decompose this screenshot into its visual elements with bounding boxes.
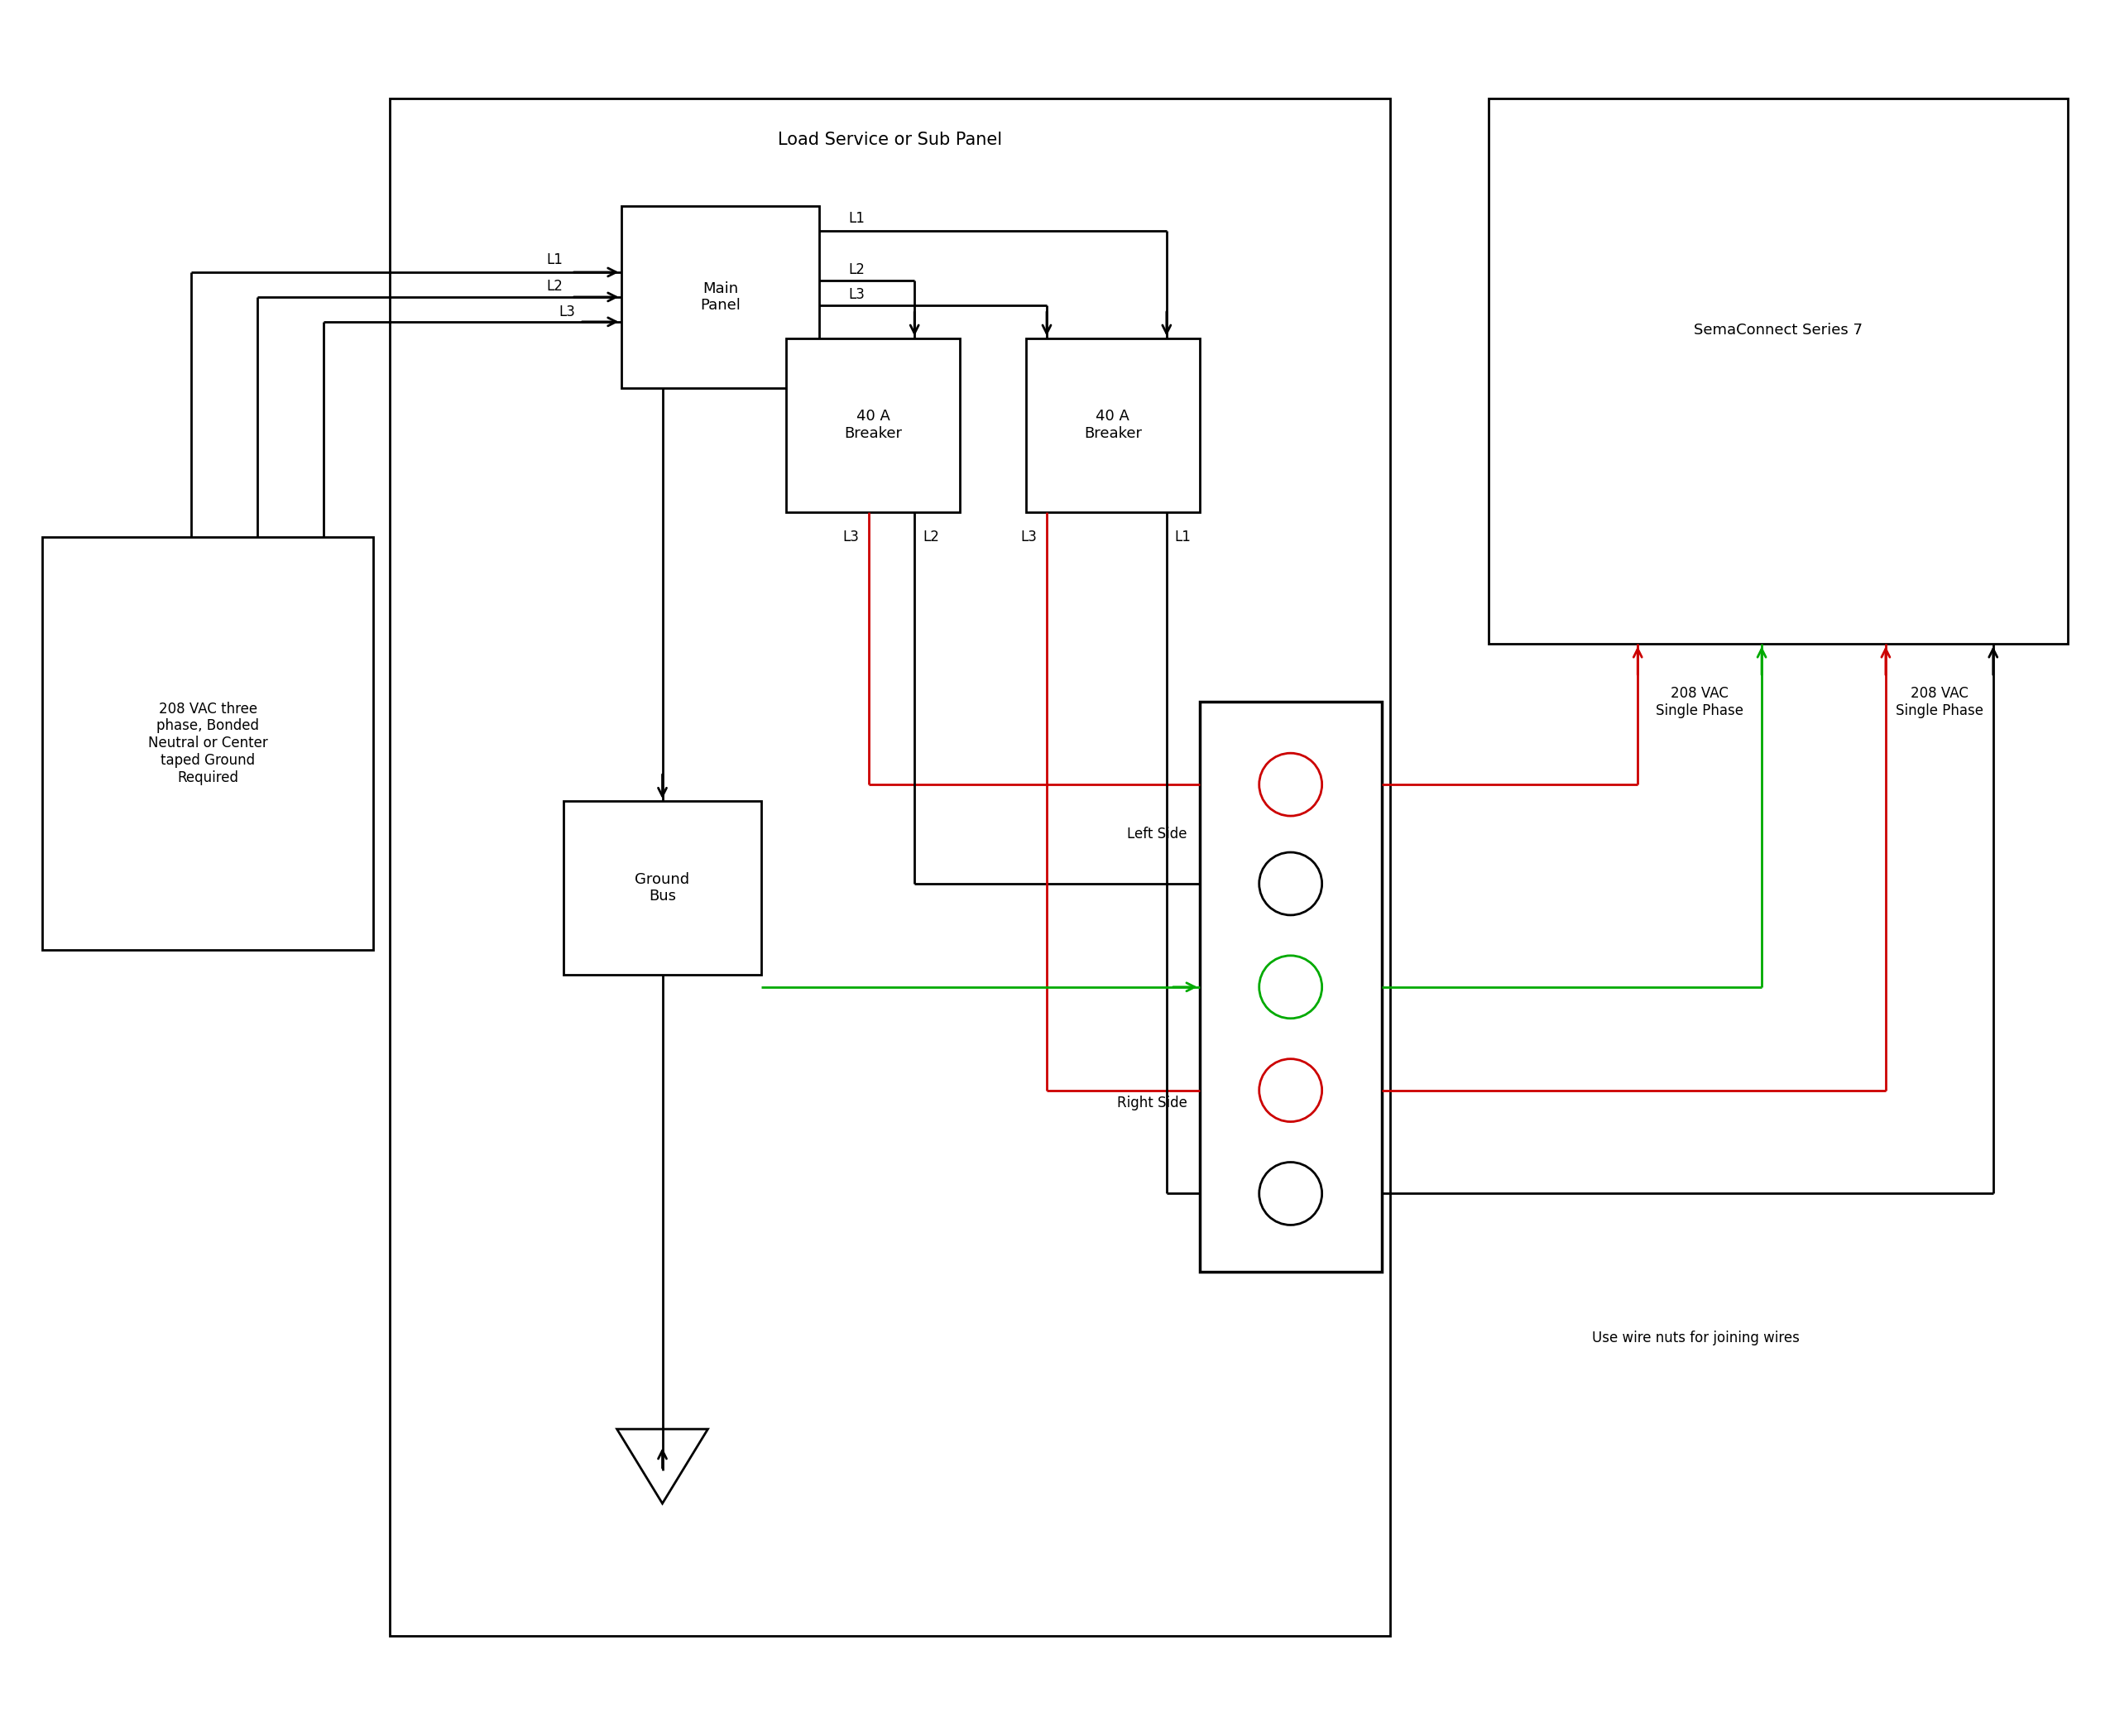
Bar	[1490, 99, 2068, 644]
Bar	[1025, 339, 1201, 512]
Text: 208 VAC
Single Phase: 208 VAC Single Phase	[1656, 686, 1743, 719]
Circle shape	[1260, 852, 1323, 915]
Text: L2: L2	[922, 529, 939, 543]
Text: Use wire nuts for joining wires: Use wire nuts for joining wires	[1591, 1332, 1800, 1345]
Text: SemaConnect Series 7: SemaConnect Series 7	[1694, 323, 1863, 337]
Text: Right Side: Right Side	[1116, 1095, 1188, 1109]
Circle shape	[1260, 753, 1323, 816]
Circle shape	[1260, 1059, 1323, 1121]
Text: L3: L3	[842, 529, 859, 543]
Circle shape	[1260, 955, 1323, 1019]
Text: L3: L3	[1021, 529, 1036, 543]
Text: 40 A
Breaker: 40 A Breaker	[844, 410, 903, 441]
Text: L3: L3	[848, 286, 865, 302]
Circle shape	[1260, 1161, 1323, 1226]
Text: L1: L1	[1175, 529, 1192, 543]
Text: 40 A
Breaker: 40 A Breaker	[1085, 410, 1142, 441]
Bar	[42, 536, 373, 950]
Text: L1: L1	[848, 212, 865, 226]
Bar	[390, 99, 1390, 1635]
Text: L2: L2	[848, 262, 865, 278]
Bar	[787, 339, 960, 512]
Text: Left Side: Left Side	[1127, 826, 1188, 842]
Text: 208 VAC
Single Phase: 208 VAC Single Phase	[1895, 686, 1983, 719]
Text: L2: L2	[546, 279, 563, 293]
Text: L3: L3	[559, 304, 576, 319]
Text: Main
Panel: Main Panel	[701, 281, 741, 312]
Text: Ground
Bus: Ground Bus	[635, 871, 690, 904]
Bar	[563, 800, 762, 974]
Bar	[620, 207, 819, 387]
Text: Load Service or Sub Panel: Load Service or Sub Panel	[776, 132, 1002, 148]
Text: L1: L1	[546, 252, 563, 267]
Text: 208 VAC three
phase, Bonded
Neutral or Center
taped Ground
Required: 208 VAC three phase, Bonded Neutral or C…	[148, 701, 268, 785]
Bar	[1201, 701, 1382, 1272]
